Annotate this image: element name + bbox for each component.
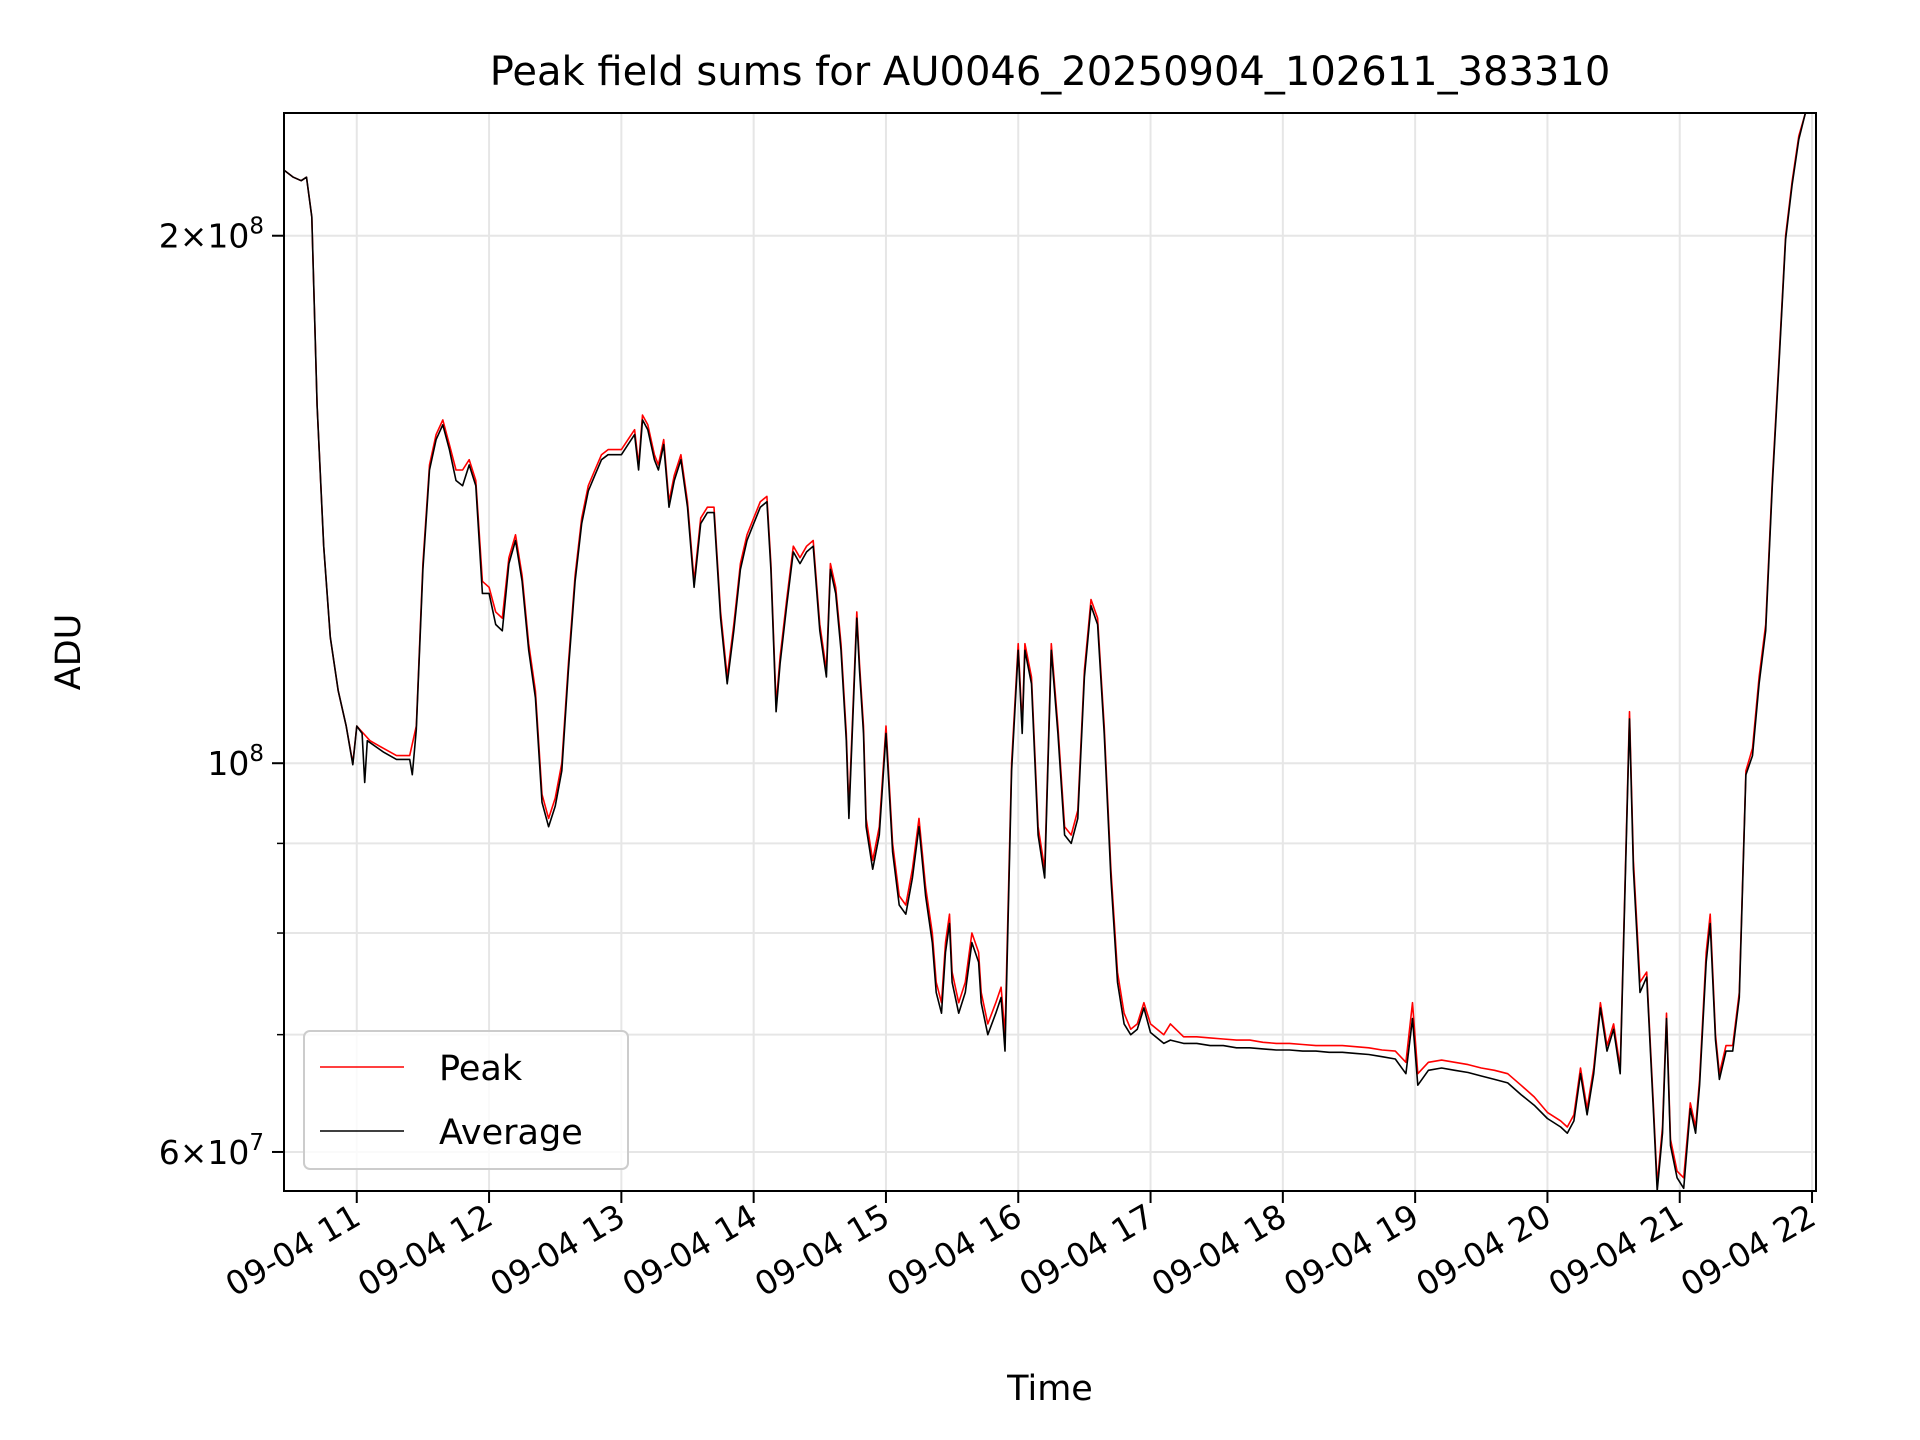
plot-background [284, 113, 1816, 1191]
y-tick-label: 6×107 [159, 1130, 264, 1172]
y-axis-ticks: 6×107 108 2×108 [159, 214, 284, 1172]
x-axis-label: Time [1006, 1369, 1093, 1409]
series-line-average [284, 113, 1812, 1191]
chart-title: Peak field sums for AU0046_20250904_1026… [490, 49, 1611, 95]
series-lines [284, 113, 1812, 1191]
legend: Peak Average [303, 1030, 629, 1170]
legend-box [303, 1030, 629, 1170]
plot-frame [283, 112, 1817, 1192]
legend-label-average: Average [439, 1113, 583, 1153]
legend-label-peak: Peak [439, 1049, 523, 1089]
y-tick-label: 108 [207, 741, 264, 783]
plot-area [283, 112, 1817, 1192]
y-tick-label: 2×108 [159, 214, 264, 256]
y-axis-label: ADU [49, 614, 89, 691]
